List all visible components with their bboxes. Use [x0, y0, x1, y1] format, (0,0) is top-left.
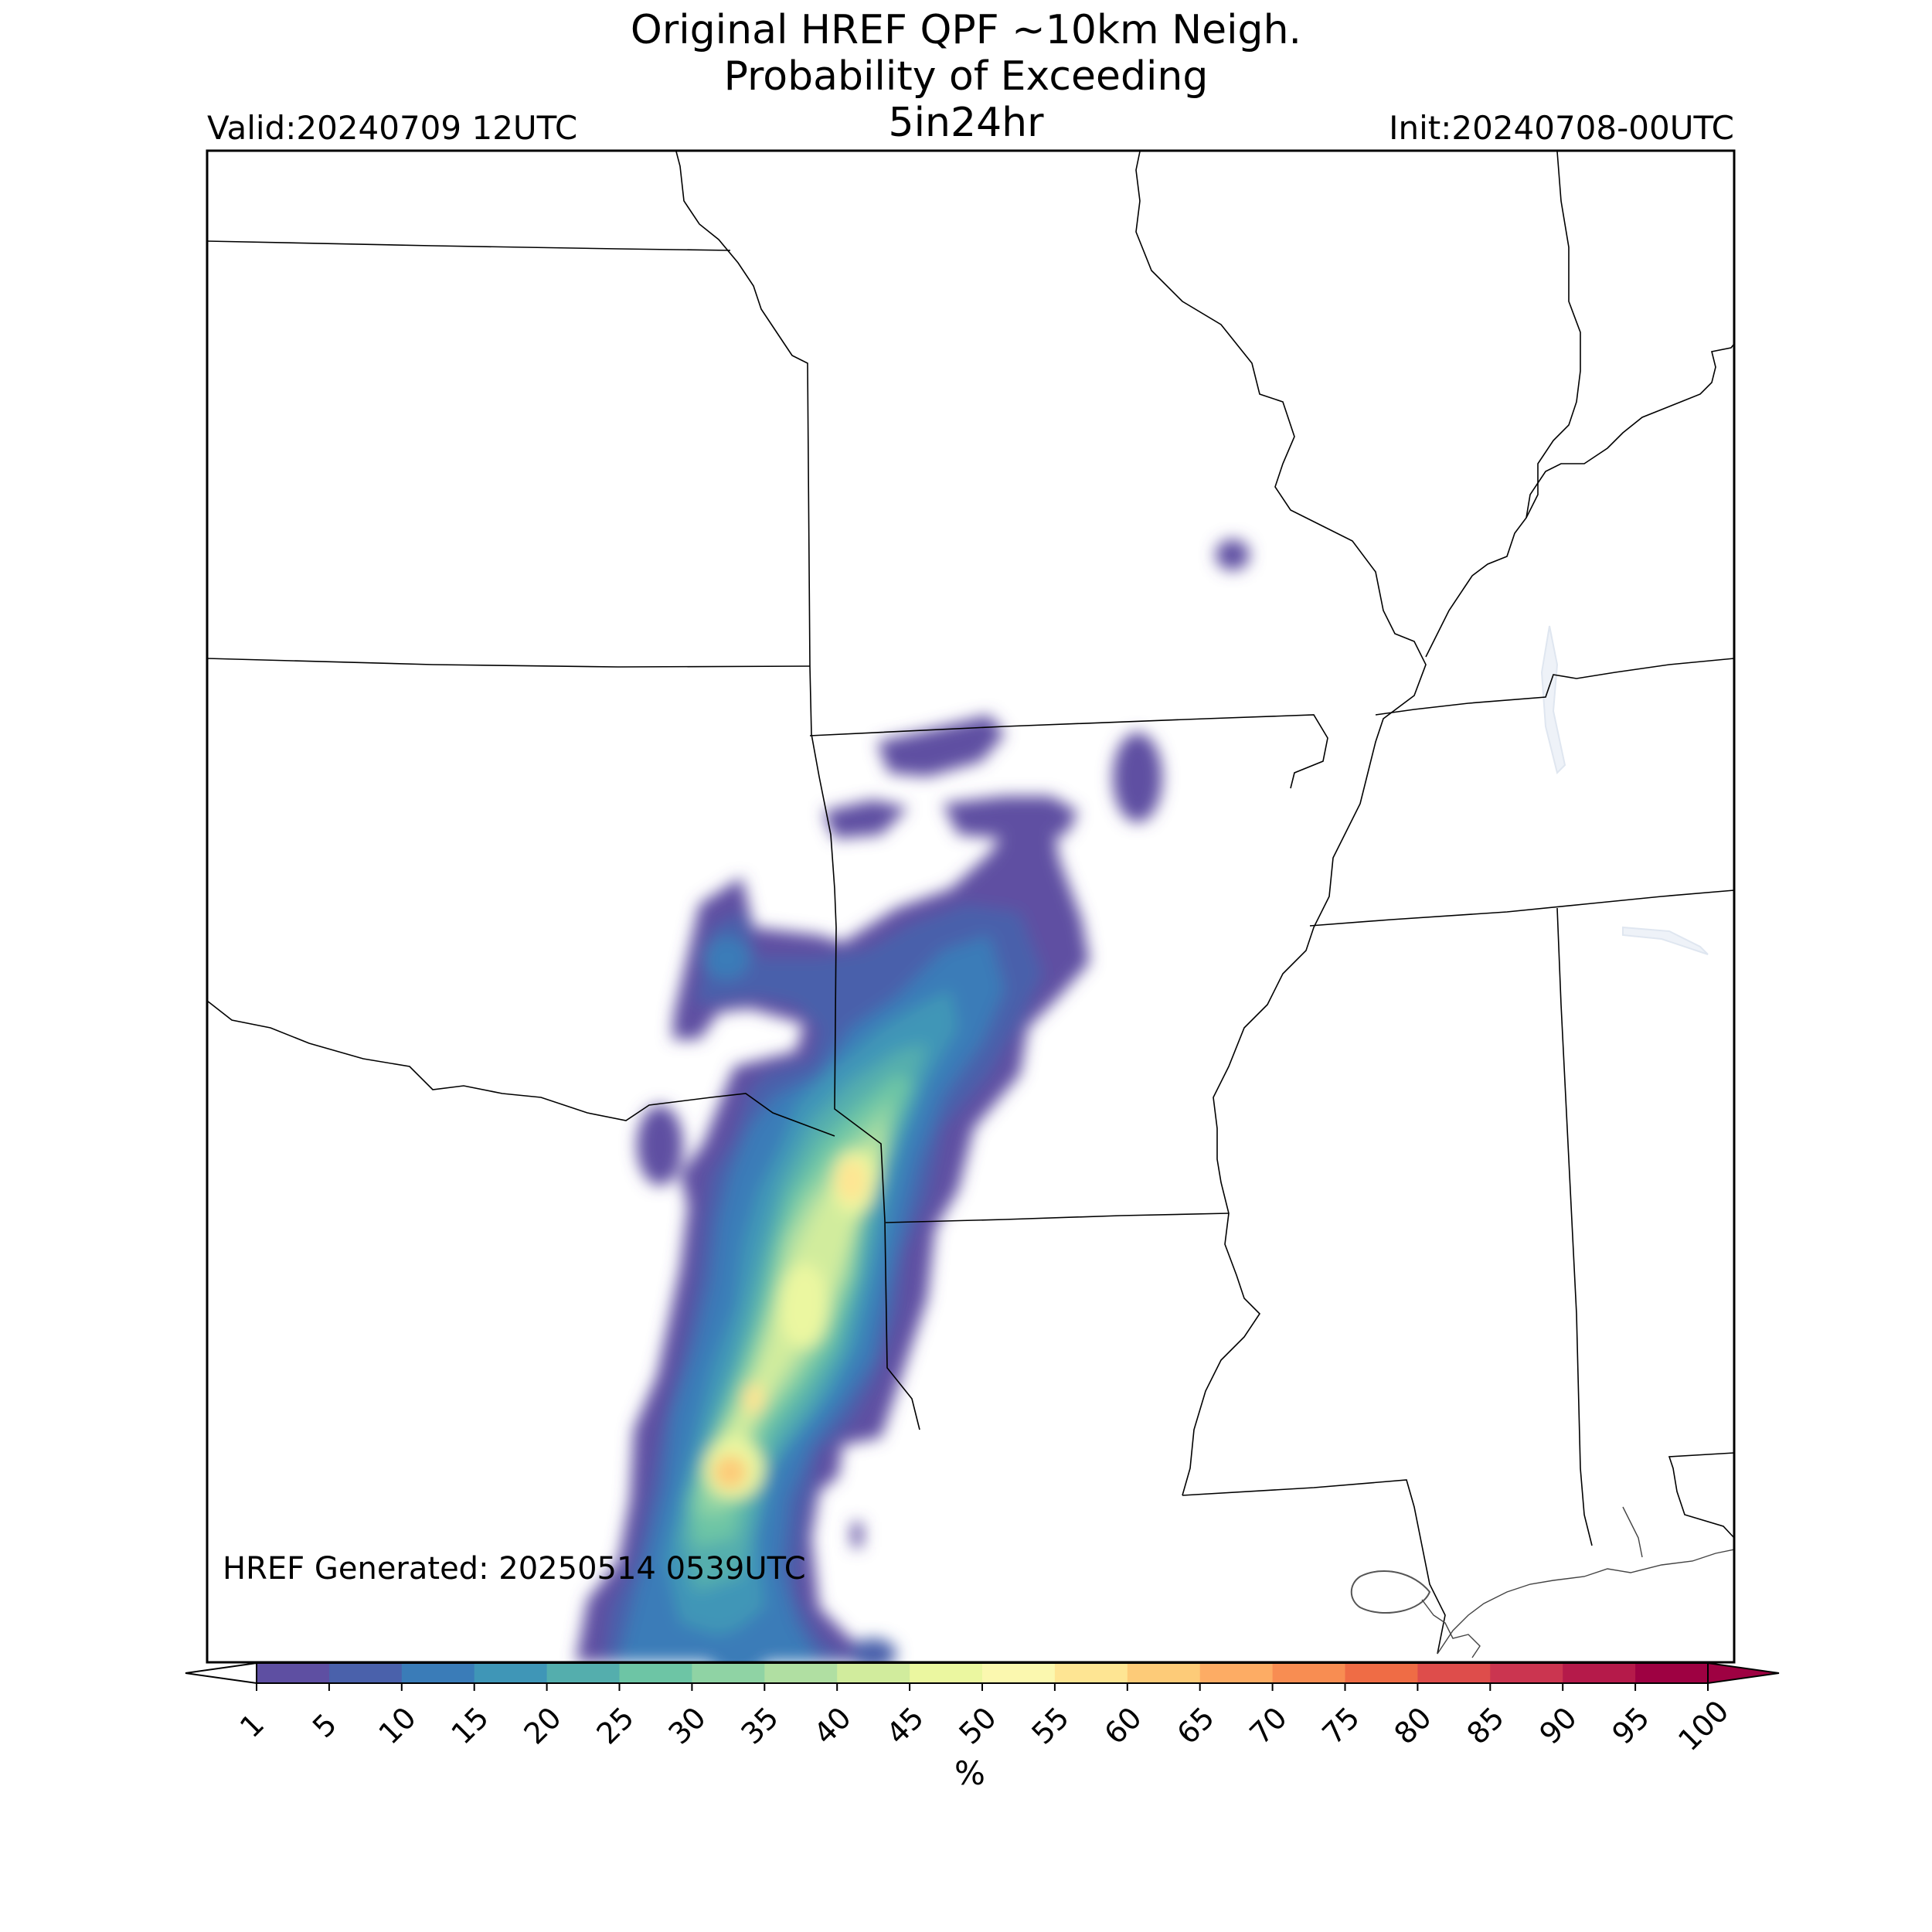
- water-bodies: [1350, 625, 1709, 1614]
- border-ms-la-south: [1182, 1479, 1446, 1655]
- colorbar-swatch: [1635, 1663, 1709, 1683]
- colorbar-swatch: [1054, 1663, 1128, 1683]
- prob-area-10pct-north: [703, 937, 750, 980]
- prob-area-1pct-north: [877, 715, 1005, 777]
- colorbar-under-arrow: [185, 1662, 257, 1685]
- border-il-east: [1425, 151, 1581, 658]
- border-al-fl: [1668, 1452, 1734, 1539]
- colorbar-swatch: [474, 1663, 548, 1683]
- colorbar-swatch: [257, 1663, 330, 1683]
- prob-area-1pct-north2: [823, 800, 908, 838]
- prob-area-55pct-b: [743, 1383, 764, 1414]
- border-ne-ks-north: [207, 240, 731, 251]
- init-time-label: Init:20240708-00UTC: [1389, 109, 1734, 147]
- colorbar-over-arrow: [1707, 1662, 1780, 1685]
- border-ok-tx-redriver: [207, 1000, 835, 1137]
- border-ar-la: [885, 1213, 1230, 1223]
- border-ks-ok: [207, 658, 811, 668]
- colorbar-swatch: [1272, 1663, 1345, 1683]
- prob-area-1pct-east: [1113, 733, 1162, 822]
- prob-area-1pct-small: [852, 1522, 862, 1547]
- water-river-east: [1622, 926, 1709, 955]
- colorbar: [185, 1662, 1780, 1691]
- water-coast-lake: [1350, 1570, 1431, 1614]
- colorbar-swatch: [401, 1663, 475, 1683]
- border-ms-al: [1556, 907, 1593, 1546]
- coastline-mobile-bay: [1622, 1506, 1643, 1558]
- colorbar-unit-label: %: [954, 1754, 985, 1792]
- colorbar-swatch: [1199, 1663, 1274, 1683]
- colorbar-swatch: [619, 1663, 692, 1683]
- water-lake-1: [1540, 625, 1566, 774]
- title-line-2: Probability of Exceeding: [723, 53, 1209, 100]
- border-mo-ar-south: [809, 714, 1328, 789]
- colorbar-swatch: [982, 1663, 1056, 1683]
- colorbar-swatch: [1345, 1663, 1418, 1683]
- colorbar-swatch: [1490, 1663, 1563, 1683]
- colorbar-swatch: [1417, 1663, 1491, 1683]
- colorbar-swatch: [1127, 1663, 1201, 1683]
- coastline-la-ms: [1437, 1549, 1734, 1655]
- valid-time-label: Valid:20240709 12UTC: [207, 109, 578, 147]
- prob-area-1pct-iowa: [1216, 539, 1250, 570]
- colorbar-swatch: [764, 1663, 838, 1683]
- precip-probability-field: [576, 539, 1250, 1662]
- colorbar-swatch: [910, 1663, 983, 1683]
- prob-area-1pct-north3: [943, 796, 1078, 838]
- prob-area-55pct-a: [836, 1159, 867, 1202]
- colorbar-swatch: [1563, 1663, 1636, 1683]
- title-line-3: 5in24hr: [888, 100, 1044, 146]
- title-line-1: Original HREF QPF ~10km Neigh.: [630, 7, 1302, 53]
- colorbar-swatch: [546, 1663, 620, 1683]
- coastline-delta: [1421, 1599, 1481, 1658]
- border-ky-tn-north: [1375, 658, 1734, 716]
- colorbar-swatch: [837, 1663, 910, 1683]
- generated-timestamp: HREF Generated: 20250514 0539UTC: [223, 1551, 806, 1587]
- prob-area-60pct: [713, 1455, 747, 1489]
- state-borders: [207, 151, 1734, 1655]
- colorbar-swatch: [692, 1663, 765, 1683]
- colorbar-swatch: [328, 1663, 403, 1683]
- border-mo-west: [675, 151, 920, 1430]
- prob-area-45pct-b: [779, 1264, 828, 1349]
- prob-area-5pct-southeast: [850, 1638, 896, 1662]
- prob-area-1pct-west: [637, 1105, 683, 1185]
- border-tn-ms-south: [1309, 889, 1734, 927]
- gulf-coastline: [1421, 1506, 1734, 1658]
- border-mississippi-river: [1135, 151, 1427, 1496]
- border-in-ky-ohio: [1526, 343, 1734, 519]
- prob-area-10pct-south: [707, 1631, 769, 1662]
